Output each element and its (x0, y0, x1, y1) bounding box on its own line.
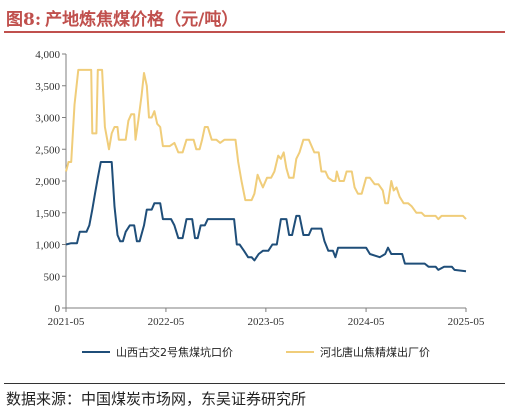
x-tick-label: 2021-05 (48, 316, 85, 328)
x-axis: 2021-05 2022-05 2023-05 2024-05 2025-05 (48, 307, 485, 328)
source-divider (4, 383, 505, 384)
y-tick-label: 4,000 (35, 49, 60, 61)
y-tick-label: 3,000 (35, 113, 60, 125)
y-tick-label: 3,500 (35, 81, 60, 93)
price-line-chart: 05001,0001,5002,0002,5003,0003,5004,000 … (35, 49, 485, 359)
y-tick-label: 1,000 (35, 240, 60, 252)
x-tick-label: 2022-05 (148, 316, 185, 328)
figure-title-row: 图8: 产地炼焦煤价格（元/吨） (6, 4, 238, 30)
y-tick-label: 1,500 (35, 208, 60, 220)
legend: 山西古交2号焦煤坑口价 河北唐山焦精煤出厂价 (82, 345, 430, 359)
x-tick-label: 2023-05 (248, 316, 285, 328)
y-tick-label: 2,000 (35, 176, 60, 188)
y-axis: 0 500 1,000 1,500 2,000 2,500 3,000 3,500 4,000 (35, 49, 67, 315)
y-tick-label: 0 (55, 303, 61, 315)
figure-label: 图8: (6, 9, 42, 30)
series-line-2 (65, 68, 467, 221)
y-tick-label: 2,500 (35, 144, 60, 156)
title-divider (4, 31, 505, 33)
series-line-1 (65, 161, 467, 273)
figure-title: 产地炼焦煤价格（元/吨） (45, 9, 239, 30)
legend-label-1: 山西古交2号焦煤坑口价 (116, 345, 233, 359)
x-tick-label: 2024-05 (348, 316, 385, 328)
y-tick-label: 500 (44, 271, 61, 283)
series-layer (65, 68, 467, 273)
x-tick-label: 2025-05 (448, 316, 485, 328)
legend-label-2: 河北唐山焦精煤出厂价 (320, 345, 430, 359)
data-source: 数据来源：中国煤炭市场网，东吴证券研究所 (6, 390, 307, 408)
